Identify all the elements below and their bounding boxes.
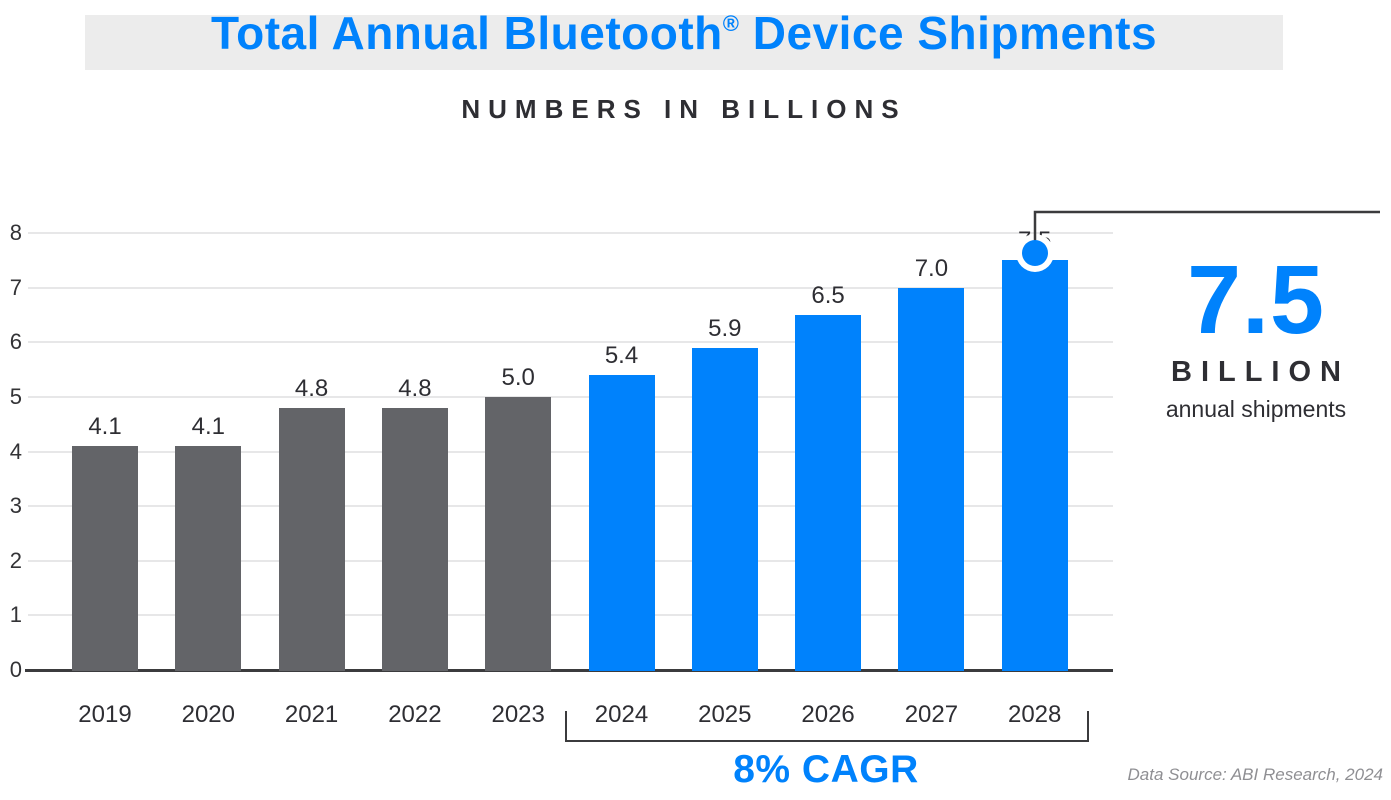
page-title: Total Annual Bluetooth® Device Shipments [85,6,1283,60]
y-axis-tick-label-6: 6 [9,329,22,355]
forecast-cagr-label: 8% CAGR [733,748,919,791]
x-axis-year-label-2023: 2023 [491,701,545,728]
bar-value-label-2023: 5.0 [501,363,535,391]
callout-caption: annual shipments [1165,396,1347,422]
y-axis-tick-label-2: 2 [9,547,22,573]
gridline-8 [28,232,1113,234]
page-title-text-2: Device Shipments [739,7,1158,59]
bar-value-label-2025: 5.9 [708,314,742,342]
y-axis-tick-label-3: 3 [9,493,22,519]
x-axis-year-label-2028: 2028 [1007,701,1062,728]
bar-value-label-2019: 4.1 [88,413,122,441]
bar-2021 [278,407,345,671]
x-axis-year-label-2027: 2027 [904,701,959,728]
registered-trademark-symbol: ® [722,11,740,36]
forecast-cagr-bracket [565,711,1089,742]
bar-value-label-2026: 6.5 [811,281,845,309]
gridline-5 [28,395,1113,398]
bar-value-label-2027: 7.0 [914,254,949,282]
bar-value-label-2020: 4.1 [191,413,225,441]
callout-connector-line [1033,210,1380,244]
bar-2024 [588,375,655,671]
gridline-1 [28,614,1113,617]
bar-value-label-2021: 4.8 [294,374,329,402]
bar-2019 [72,446,138,671]
bar-2026 [795,314,862,671]
y-axis-tick-label-0: 0 [9,657,22,682]
data-source-credit: Data Source: ABI Research, 2024 [1127,765,1383,784]
bar-2022 [381,407,448,671]
chart-subtitle: NUMBERS IN BILLIONS [461,94,907,124]
bar-value-label-2024: 5.4 [604,342,639,370]
x-axis-year-label-2021: 2021 [284,701,339,728]
x-axis-year-label-2020: 2020 [181,701,235,728]
page-title-text: Total Annual Bluetooth [210,7,723,59]
highlight-callout: 7.5 BILLION annual shipments [1130,250,1382,423]
callout-unit: BILLION [1171,356,1350,388]
gridline-7 [28,286,1113,289]
bar-2028 [1001,260,1068,671]
gridline-3 [28,505,1113,508]
x-axis-year-label-2024: 2024 [594,701,649,728]
bar-2020 [175,446,242,671]
x-axis-year-label-2026: 2026 [801,701,855,728]
y-axis-tick-label-5: 5 [9,383,22,409]
bar-value-label-2022: 4.8 [398,374,432,402]
bar-2027 [898,287,965,671]
x-axis-year-label-2022: 2022 [388,701,442,728]
callout-value: 7.5 [1187,245,1325,354]
y-axis-tick-label-8: 8 [9,220,22,245]
title-band: Total Annual Bluetooth® Device Shipments [85,7,1283,70]
gridline-4 [28,450,1113,453]
y-axis-tick-label-4: 4 [9,438,22,464]
x-axis-year-label-2019: 2019 [78,701,132,728]
gridline-2 [28,559,1113,562]
x-axis-baseline [25,669,1113,672]
y-axis-tick-label-7: 7 [9,274,22,300]
bar-value-label-2028: 7.5 [1018,227,1052,255]
bar-2023 [485,396,552,671]
x-axis-year-label-2025: 2025 [698,701,752,728]
bar-2025 [691,347,758,671]
y-axis-tick-label-1: 1 [9,602,22,628]
gridline-6 [28,341,1113,344]
